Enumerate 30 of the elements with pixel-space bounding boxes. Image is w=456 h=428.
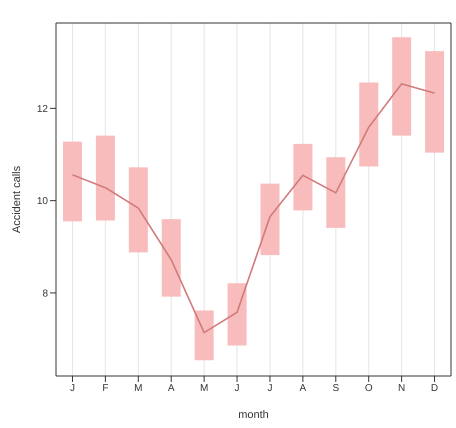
bar bbox=[260, 184, 280, 256]
bar bbox=[359, 82, 378, 167]
bar bbox=[63, 142, 82, 222]
x-tick-label: O bbox=[364, 383, 373, 394]
x-tick-label: J bbox=[70, 383, 75, 394]
bar bbox=[128, 167, 148, 252]
line-series bbox=[72, 83, 436, 334]
bar bbox=[425, 51, 444, 153]
bar bbox=[194, 310, 214, 360]
bar bbox=[326, 157, 346, 228]
x-tick-label: A bbox=[168, 383, 175, 394]
bar bbox=[392, 37, 412, 136]
y-tick-label: 10 bbox=[36, 196, 48, 208]
x-tick-label: A bbox=[300, 383, 307, 394]
x-tick-label: M bbox=[134, 383, 142, 394]
x-tick-label: F bbox=[102, 383, 108, 394]
x-tick-label: J bbox=[267, 383, 272, 394]
y-axis-title: Accident calls bbox=[10, 165, 23, 234]
bar bbox=[162, 219, 181, 297]
x-axis-title: month bbox=[238, 409, 269, 421]
x-tick-label: N bbox=[398, 383, 406, 394]
x-tick-label: S bbox=[332, 383, 340, 394]
y-tick-label: 12 bbox=[36, 104, 48, 115]
y-tick-label: 8 bbox=[42, 288, 48, 300]
x-tick-label: D bbox=[430, 383, 438, 394]
bar bbox=[96, 136, 115, 220]
bar bbox=[228, 283, 247, 346]
bar bbox=[293, 144, 312, 210]
x-tick-label: J bbox=[234, 383, 240, 394]
x-tick-label: M bbox=[200, 383, 208, 394]
